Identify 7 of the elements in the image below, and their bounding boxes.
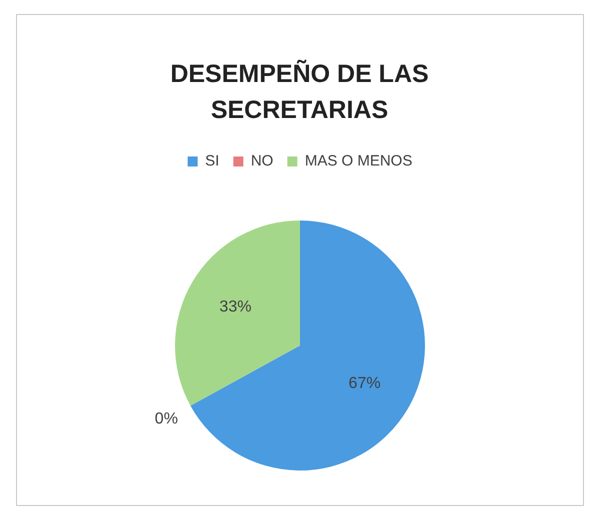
legend-label: MAS O MENOS	[304, 152, 412, 170]
chart-title: DESEMPEÑO DE LAS SECRETARIAS	[169, 58, 430, 126]
text: 0%	[154, 410, 178, 428]
legend-label: SI	[205, 152, 220, 170]
data-label: 33%	[219, 298, 252, 316]
data-label: 67%	[348, 375, 381, 392]
legend-label: NO	[250, 152, 274, 170]
